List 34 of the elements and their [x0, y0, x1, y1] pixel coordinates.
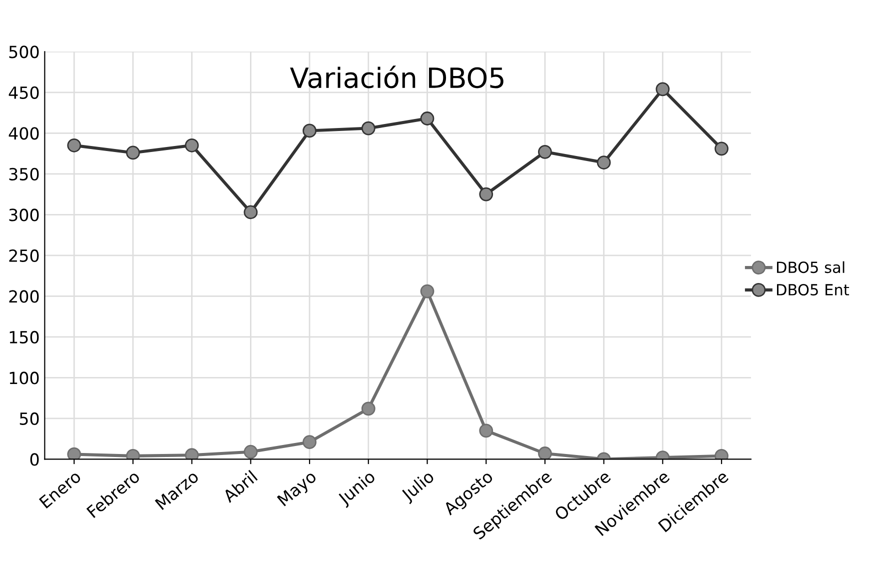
point [67, 447, 82, 460]
y-tick-label: 400 [8, 127, 39, 140]
y-tick-label: 150 [10, 330, 39, 344]
y-tick-label: 200 [9, 290, 39, 303]
point [420, 112, 434, 126]
point [596, 156, 611, 170]
point [714, 142, 728, 156]
point [184, 138, 199, 152]
y-tick-label: 0 [30, 453, 39, 466]
y-tick-label: 450 [8, 86, 39, 99]
y-tick-label: 100 [10, 372, 39, 384]
legend-label: DBO5 sal [777, 261, 844, 274]
point [244, 444, 258, 459]
point [302, 435, 316, 450]
y-tick-label: 350 [9, 168, 39, 180]
point [244, 205, 258, 220]
y-tick-label: 500 [9, 46, 39, 58]
y-tick-label: 250 [9, 249, 39, 262]
point [538, 446, 552, 460]
y-tick-label: 300 [9, 208, 39, 222]
point [538, 144, 552, 159]
point [479, 424, 494, 438]
chart-title: Variación DBO5 [290, 66, 504, 88]
point [479, 187, 494, 202]
legend-label: DBO5 Ent [777, 284, 850, 296]
point [184, 448, 199, 460]
y-tick-label: 50 [20, 412, 39, 426]
point [656, 82, 670, 96]
point [361, 121, 376, 136]
point [302, 124, 316, 138]
point [361, 402, 376, 416]
point [420, 284, 434, 298]
point [126, 146, 140, 160]
point [67, 138, 82, 152]
